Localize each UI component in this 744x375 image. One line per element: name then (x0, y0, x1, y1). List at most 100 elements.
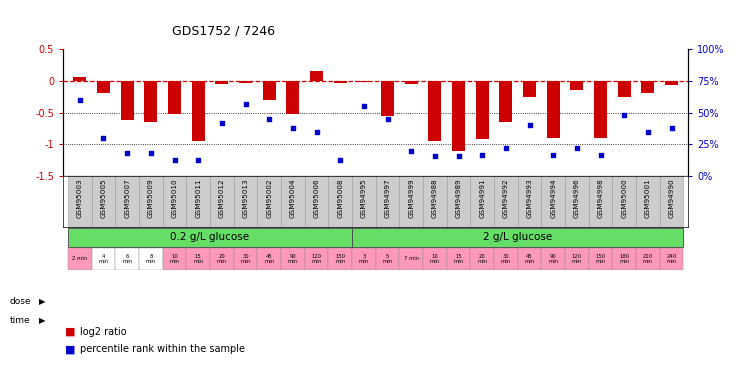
Bar (310, 71, 323, 81)
Bar (612, 176, 636, 228)
Point (594, 152, 606, 158)
Text: 45
min: 45 min (525, 254, 535, 264)
Bar (328, 248, 352, 270)
Text: 10
min: 10 min (430, 254, 440, 264)
Text: GSM95002: GSM95002 (266, 178, 272, 218)
Bar (475, 81, 489, 140)
Text: 15
min: 15 min (193, 254, 203, 264)
Point (429, 153, 441, 159)
Text: GSM94995: GSM94995 (361, 178, 367, 218)
Point (618, 112, 630, 118)
Text: 2 g/L glucose: 2 g/L glucose (483, 232, 552, 242)
Text: 30
min: 30 min (240, 254, 251, 264)
Point (334, 157, 346, 163)
Text: 210
min: 210 min (643, 254, 653, 264)
Bar (589, 248, 612, 270)
Bar (665, 81, 678, 85)
Point (500, 146, 512, 152)
Bar (263, 81, 276, 100)
Bar (494, 248, 518, 270)
Text: GSM95007: GSM95007 (124, 178, 130, 218)
Text: 8
min: 8 min (146, 254, 156, 264)
Bar (571, 81, 583, 90)
Point (145, 150, 157, 156)
Bar (139, 248, 163, 270)
Text: GSM94996: GSM94996 (574, 178, 580, 218)
Point (287, 125, 299, 131)
Point (121, 150, 133, 156)
Text: ▶: ▶ (39, 297, 46, 306)
Bar (518, 248, 542, 270)
Bar (641, 81, 655, 93)
Text: time: time (10, 316, 31, 325)
Bar (594, 81, 607, 138)
Point (358, 103, 370, 109)
Point (97, 135, 109, 141)
Bar (352, 248, 376, 270)
Bar (115, 248, 139, 270)
Point (74, 97, 86, 103)
Text: ■: ■ (65, 327, 75, 337)
Bar (499, 81, 513, 122)
Bar (92, 248, 115, 270)
Text: 6
min: 6 min (122, 254, 132, 264)
Point (216, 120, 228, 126)
Bar (234, 248, 257, 270)
Text: 45
min: 45 min (264, 254, 275, 264)
Point (240, 100, 251, 106)
Bar (523, 81, 536, 97)
Text: GSM94998: GSM94998 (597, 178, 603, 218)
Text: GSM95006: GSM95006 (313, 178, 319, 218)
Bar (68, 176, 92, 228)
Bar (163, 248, 186, 270)
Point (524, 122, 536, 128)
Text: GSM95000: GSM95000 (621, 178, 627, 218)
Bar (334, 81, 347, 83)
Text: GSM95005: GSM95005 (100, 178, 106, 218)
Bar (452, 81, 465, 151)
Bar (286, 81, 299, 114)
Bar (376, 176, 400, 228)
Bar (139, 176, 163, 228)
Text: 150
min: 150 min (595, 254, 606, 264)
Bar (381, 81, 394, 116)
Bar (589, 176, 612, 228)
Bar (612, 248, 636, 270)
Bar (215, 81, 228, 84)
Bar (92, 176, 115, 228)
Text: GSM94993: GSM94993 (527, 178, 533, 218)
Bar (239, 81, 252, 82)
Text: 150
min: 150 min (335, 254, 345, 264)
Bar (144, 81, 157, 122)
Text: GSM95003: GSM95003 (77, 178, 83, 218)
Point (452, 153, 464, 159)
Text: 10
min: 10 min (170, 254, 179, 264)
Bar (660, 248, 684, 270)
Bar (192, 81, 205, 141)
Text: GSM95011: GSM95011 (195, 178, 201, 218)
Bar (210, 248, 234, 270)
Bar (636, 248, 660, 270)
Point (642, 129, 654, 135)
Bar (636, 176, 660, 228)
Text: 5
min: 5 min (382, 254, 393, 264)
Text: GSM95008: GSM95008 (337, 178, 343, 218)
Text: 20
min: 20 min (217, 254, 227, 264)
Text: GSM94991: GSM94991 (479, 178, 485, 218)
Text: GSM95013: GSM95013 (243, 178, 248, 218)
Point (548, 152, 559, 158)
Bar (423, 176, 446, 228)
Text: ■: ■ (65, 345, 75, 354)
Bar (281, 248, 305, 270)
Text: 15
min: 15 min (454, 254, 464, 264)
Text: dose: dose (10, 297, 31, 306)
Bar (97, 81, 110, 93)
Text: GSM94989: GSM94989 (455, 178, 461, 218)
Bar (328, 176, 352, 228)
Text: GSM95004: GSM95004 (290, 178, 296, 218)
Bar (429, 81, 441, 141)
Bar (446, 176, 470, 228)
Bar (68, 248, 92, 270)
Bar (547, 81, 559, 138)
Text: 240
min: 240 min (667, 254, 677, 264)
